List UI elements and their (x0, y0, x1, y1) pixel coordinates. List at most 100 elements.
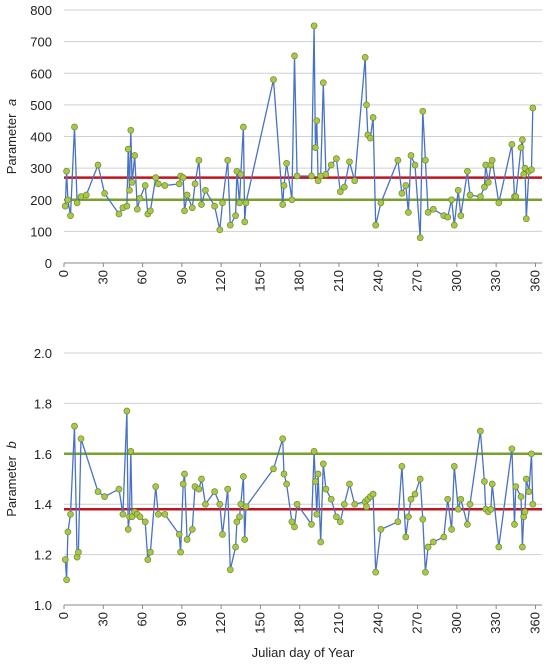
data-point (512, 483, 520, 490)
data-point (73, 199, 81, 207)
series-line (64, 25, 534, 238)
data-point (521, 508, 529, 516)
data-point (241, 218, 249, 226)
data-point (123, 202, 131, 210)
data-point (419, 515, 427, 523)
y-tick-labels: 0 100 200 300 400 500 600 700 800 (30, 3, 52, 271)
data-point (520, 171, 528, 178)
data-point (288, 196, 296, 204)
y-tick-label: 1.0 (34, 598, 52, 613)
data-point (429, 538, 437, 546)
x-tick-labels: 0 30 60 90 120 150 180 210 240 270 300 330 360 (56, 605, 542, 634)
data-point (147, 207, 154, 215)
data-point (333, 155, 340, 162)
data-point (232, 212, 239, 219)
data-point (405, 209, 412, 216)
data-point (219, 199, 226, 207)
y-axis-title-text: Parameter (4, 113, 19, 174)
data-point (94, 488, 102, 495)
x-axis-title: Julian day of Year (252, 645, 355, 660)
x-tick-label: 360 (527, 270, 542, 292)
x-tick-label: 180 (292, 612, 307, 634)
y-tick-label: 200 (30, 193, 52, 208)
data-point (394, 156, 402, 164)
data-point (313, 510, 321, 518)
data-point (529, 104, 537, 112)
data-point (183, 536, 191, 543)
data-point (202, 500, 209, 508)
data-point (67, 212, 74, 219)
data-point (372, 221, 380, 229)
y-tick-label: 400 (30, 130, 52, 145)
data-point (240, 473, 247, 480)
x-tick-label: 360 (527, 612, 542, 634)
data-point (188, 526, 196, 533)
data-point (363, 503, 370, 511)
x-tick-label: 90 (174, 270, 189, 284)
y-axis-title: Parameter a (4, 99, 19, 175)
x-tick-label: 300 (449, 612, 464, 634)
y-tick-label: 1.2 (34, 548, 52, 563)
data-point (154, 510, 162, 518)
panel-parameter-a: 0 100 200 300 400 500 600 700 800 0 30 60 90 120 150 1… (4, 3, 542, 292)
data-point (477, 427, 484, 435)
data-point (429, 205, 437, 213)
data-point (71, 123, 78, 131)
data-point (466, 500, 474, 508)
y-tick-label: 500 (30, 98, 52, 113)
data-point (454, 186, 462, 194)
data-point (466, 191, 474, 199)
data-point (77, 435, 85, 443)
data-point (75, 548, 82, 556)
data-point (280, 470, 288, 478)
data-point (123, 407, 131, 415)
data-point (464, 167, 471, 175)
data-point (61, 556, 69, 563)
data-point (283, 480, 290, 488)
data-point (457, 495, 465, 503)
data-point (127, 447, 135, 455)
data-point (63, 167, 70, 175)
data-point (308, 172, 315, 180)
data-point (351, 177, 359, 185)
data-point (377, 526, 385, 533)
data-point (511, 521, 518, 528)
data-point (152, 483, 160, 490)
data-point (67, 510, 74, 518)
data-point (444, 495, 452, 503)
data-point (181, 470, 188, 478)
data-point (191, 180, 199, 188)
data-point (372, 568, 380, 576)
data-point (101, 190, 108, 197)
data-point (419, 107, 427, 115)
data-point (226, 566, 234, 574)
reference-lines (64, 176, 542, 201)
data-point (188, 204, 196, 212)
data-point (444, 213, 452, 221)
x-tick-label: 30 (95, 612, 110, 626)
data-point (279, 201, 287, 208)
data-point (416, 234, 424, 242)
data-point (402, 533, 410, 541)
data-point (488, 480, 496, 488)
data-point (293, 500, 301, 508)
y-tick-label: 600 (30, 66, 52, 81)
data-point (224, 156, 232, 164)
data-point (314, 470, 322, 478)
data-point (61, 202, 69, 210)
data-point (405, 513, 412, 521)
data-point (448, 196, 455, 204)
data-point (308, 521, 315, 528)
data-point (484, 179, 492, 186)
x-tick-label: 240 (370, 270, 385, 292)
data-point (202, 186, 209, 194)
data-point (127, 126, 135, 134)
data-point (450, 221, 458, 229)
data-point (528, 450, 535, 458)
data-point (211, 488, 218, 495)
data-point (495, 199, 503, 207)
data-point (477, 193, 484, 200)
data-point (312, 478, 319, 485)
data-point (63, 576, 70, 584)
y-tick-label: 300 (30, 161, 52, 176)
